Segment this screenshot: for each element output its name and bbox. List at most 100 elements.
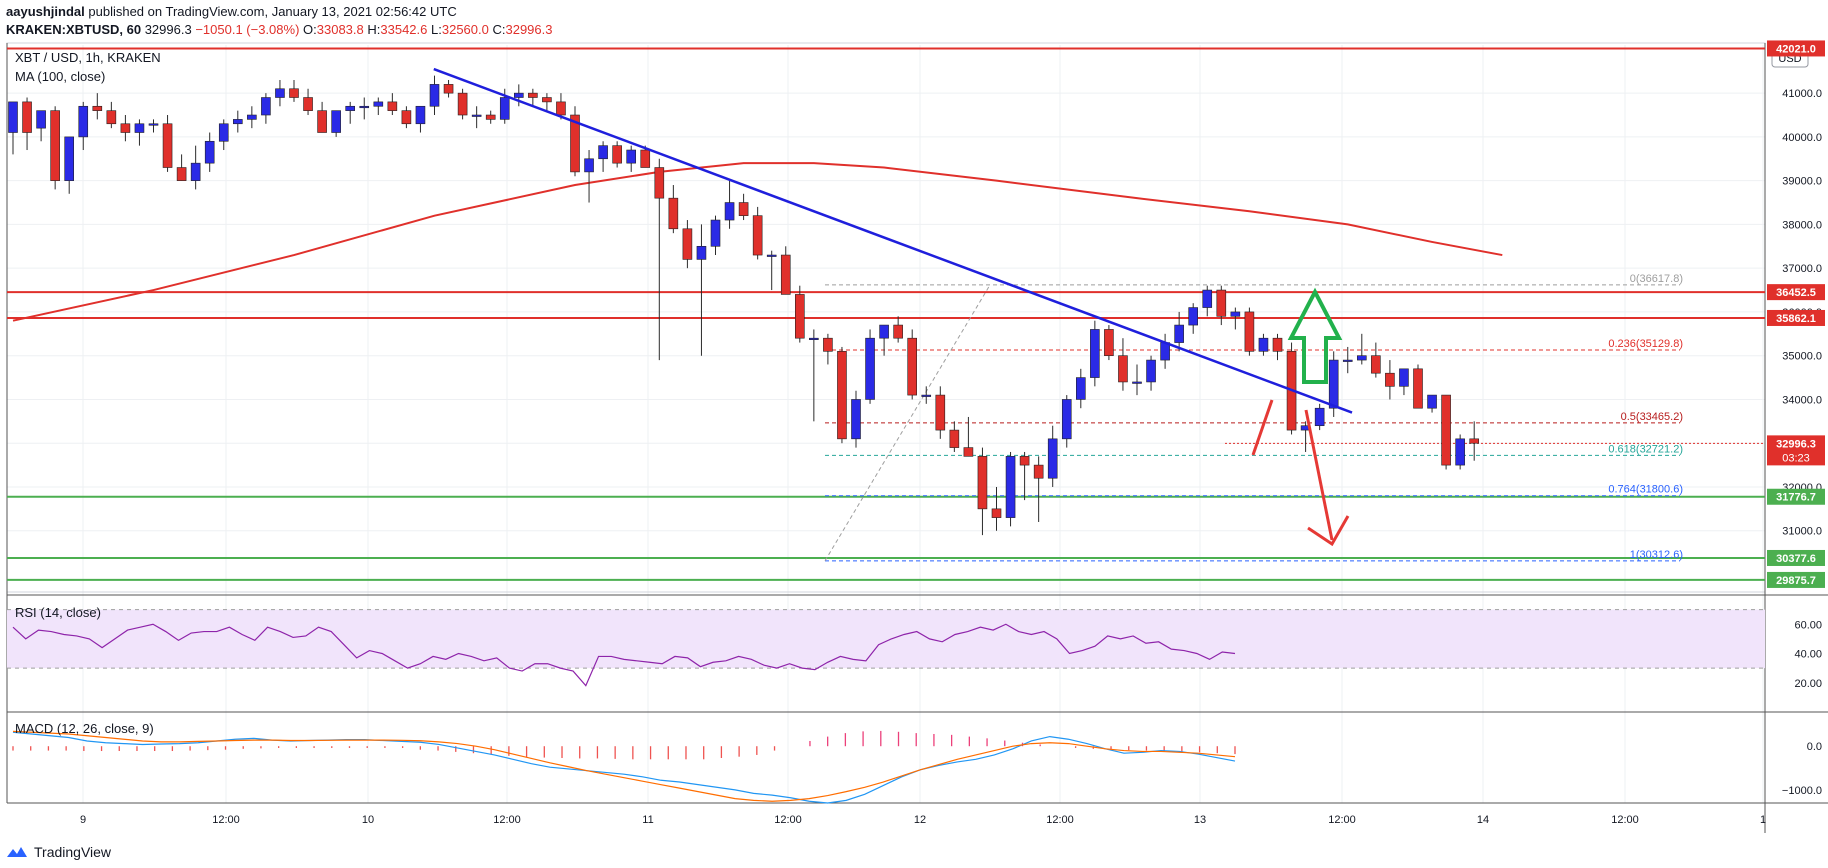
candle-body (991, 508, 1002, 518)
time-tick-label: 10 (362, 814, 374, 826)
annotation-arrows[interactable] (1251, 287, 1350, 547)
level-label: 36452.5 (1776, 287, 1816, 299)
candle-body (162, 123, 173, 168)
candle-body (345, 105, 356, 111)
candle-body (106, 110, 117, 125)
high-label: H: (367, 22, 381, 37)
candle-body (724, 202, 735, 221)
grid-lines (7, 45, 1765, 803)
candle-body (1146, 359, 1156, 383)
candle-body (907, 337, 918, 396)
candle-body (1314, 407, 1325, 427)
price-tick-label: 31000.0 (1782, 526, 1822, 538)
up-arrow-icon (1287, 287, 1343, 384)
low-value: 32560.0 (441, 22, 489, 37)
fib-trend-line (824, 284, 991, 562)
candle-body (1441, 394, 1451, 466)
candle-body (780, 254, 791, 295)
open-label: O: (303, 22, 317, 37)
candle-body (696, 245, 707, 260)
candle-body (1188, 307, 1198, 326)
candle-body (443, 84, 454, 94)
trendline[interactable] (433, 67, 1353, 414)
candle-body (1258, 337, 1269, 352)
level-label-bg (1767, 40, 1825, 57)
candle-body (218, 123, 229, 142)
time-tick-label: 11 (642, 814, 653, 826)
candle-body (247, 114, 257, 120)
tradingview-brand: TradingView (34, 844, 112, 860)
candle-body (1427, 394, 1437, 409)
time-tick-label: 12:00 (212, 814, 240, 826)
candle-body (92, 105, 103, 111)
candle-body (1455, 438, 1465, 466)
candle-body (654, 167, 665, 199)
level-label: 35862.1 (1776, 313, 1816, 325)
candle-body (949, 429, 960, 448)
candle-body (485, 114, 496, 120)
candle-body (499, 97, 510, 120)
candle-body (738, 202, 749, 216)
candle-body (415, 105, 426, 125)
candle-body (275, 88, 285, 98)
candle-body (612, 145, 622, 164)
candles (8, 75, 1479, 536)
time-tick-label: 12:00 (1328, 814, 1356, 826)
candle-body (120, 123, 131, 133)
price-axis[interactable]: 31000.032000.033000.034000.035000.036000… (1767, 40, 1825, 797)
candle-body (204, 140, 215, 164)
candle-body (921, 394, 932, 397)
level-label-bg (1767, 488, 1825, 505)
publish-info: aayushjindal published on TradingView.co… (6, 4, 457, 19)
candle-body (1399, 368, 1409, 387)
rsi-band (7, 609, 1765, 669)
candle-body (303, 97, 313, 111)
author-name[interactable]: aayushjindal (6, 4, 85, 19)
macd-title: MACD (12, 26, close, 9) (15, 721, 154, 736)
fib-level-label: 0.764(31800.6) (1608, 484, 1683, 496)
level-label: 29875.7 (1776, 575, 1816, 587)
ma-legend: MA (100, close) (15, 69, 106, 84)
candle-body (176, 167, 187, 181)
candle-body (977, 456, 988, 510)
time-tick-label: 13 (1194, 814, 1206, 826)
price-tick-label: 38000.0 (1782, 219, 1822, 231)
open-value: 33083.8 (316, 22, 364, 37)
candle-body (233, 119, 243, 125)
time-axis[interactable]: 9 12:00 10 12:00 11 12:00 12 12:00 13 12:00 14 12:0… (80, 814, 1766, 826)
candle-body (893, 324, 903, 339)
time-tick-label: 9 (80, 814, 86, 826)
level-label-bg (1767, 549, 1825, 566)
price-tick-label: 37000.0 (1782, 263, 1822, 275)
candle-body (528, 92, 538, 98)
candle-body (471, 114, 482, 117)
candle-body (837, 351, 847, 440)
down-arrow-icon (1307, 515, 1350, 547)
candle-body (682, 228, 693, 260)
symbol-label: KRAKEN:XBTUSD, 60 (6, 22, 142, 37)
down-arrow-shaft (1304, 409, 1334, 541)
level-label: 30377.6 (1776, 553, 1816, 565)
fib-level-label: 0(36617.8) (1630, 273, 1683, 285)
candle-body (1216, 289, 1227, 317)
level-label-bg (1767, 284, 1825, 301)
rsi-tick-label: 40.00 (1794, 649, 1822, 661)
time-tick-label: 12:00 (1046, 814, 1074, 826)
candle-body (865, 337, 875, 400)
high-value: 33542.6 (380, 22, 428, 37)
candle-body (668, 197, 679, 230)
candle-body (556, 101, 566, 116)
candle-body (1160, 342, 1170, 361)
candle-body (1033, 464, 1044, 479)
price-tick-label: 39000.0 (1782, 176, 1822, 188)
pane-separators (6, 42, 1828, 833)
candle-body (710, 219, 721, 247)
ma100-line (12, 162, 1503, 322)
price-tick-label: 34000.0 (1782, 394, 1822, 406)
ma100-polyline (12, 162, 1503, 322)
signal-line (12, 730, 1236, 802)
candle-body (584, 158, 594, 173)
tradingview-footer[interactable]: TradingView (6, 844, 111, 860)
candle-body (1104, 329, 1114, 356)
